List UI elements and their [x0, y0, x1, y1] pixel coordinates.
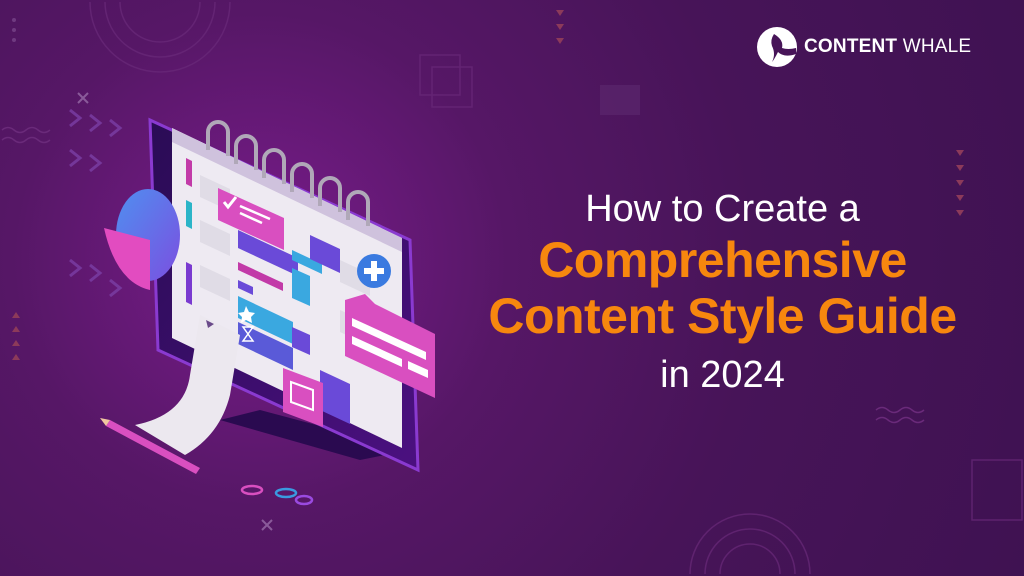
whale-tail-logo-icon [757, 27, 797, 67]
pie-chart-icon [104, 189, 180, 290]
headline-line-1: How to Create a [585, 188, 860, 230]
headline-line-4: in 2024 [660, 354, 785, 396]
headline-line-2: Comprehensive [538, 232, 907, 288]
hourglass-icon [241, 326, 255, 342]
brand-name: CONTENT WHALE [804, 36, 972, 57]
image-icon [283, 368, 323, 427]
headline-line-3: Content Style Guide [488, 288, 957, 344]
pencil-icon [100, 418, 200, 474]
checkmark-icon [218, 188, 284, 250]
paperclip-icon [240, 484, 314, 506]
message-card [345, 294, 435, 398]
receipt-icon [135, 315, 240, 455]
calendar-rings [206, 120, 370, 226]
star-icon [238, 306, 255, 323]
headline: How to Create a Comprehensive Content St… [430, 186, 1015, 398]
brand-logo[interactable]: CONTENT WHALE [756, 26, 971, 68]
plus-icon [357, 254, 391, 288]
